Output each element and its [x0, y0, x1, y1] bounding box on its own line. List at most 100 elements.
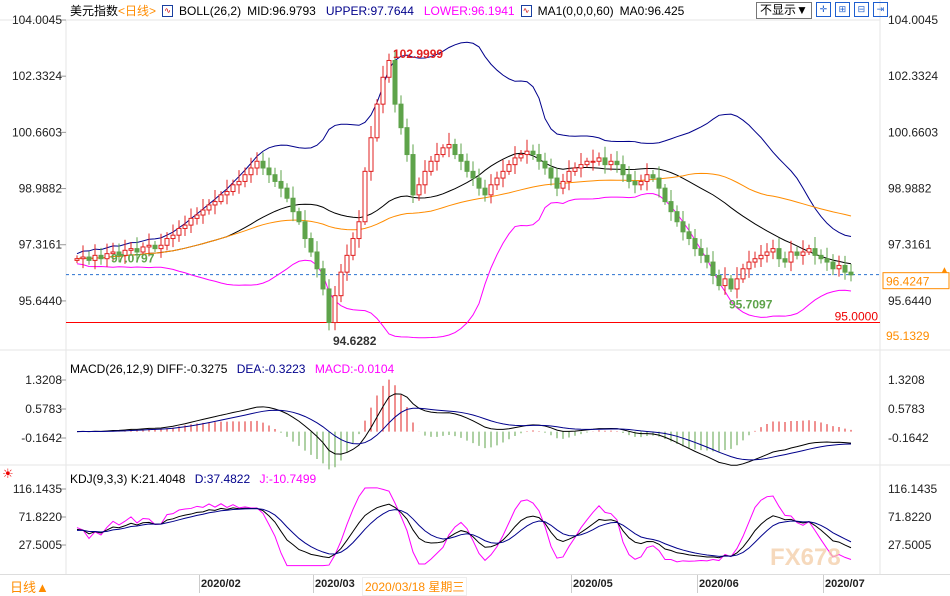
price-axis-label-right: 102.3324 [888, 69, 938, 83]
support-label: 95.0000 [835, 310, 879, 324]
price-axis-label-right: 104.0045 [888, 13, 938, 27]
candle-body [374, 103, 380, 139]
candle-body [338, 271, 344, 297]
boll-mid-line [76, 152, 852, 265]
ma60-line [76, 172, 852, 260]
macd-axis-label-right: 1.3208 [888, 373, 925, 387]
candle-body [584, 160, 590, 166]
kdj-axis-label-right: 71.8220 [888, 510, 932, 524]
candle-body [590, 160, 596, 163]
candle-body [674, 211, 680, 223]
scroll-end-icon[interactable]: ⇥ [872, 2, 888, 17]
price-right-label: 95.1329 [886, 329, 930, 343]
candle-body [110, 251, 116, 255]
zoom-in-icon[interactable]: ⊞ [834, 2, 850, 17]
candle-body [644, 174, 650, 182]
candle-body [188, 217, 194, 226]
macd-diff: DIFF:-0.3275 [156, 362, 228, 376]
period-toggle[interactable]: 日线▲ [10, 580, 49, 595]
candle-body [842, 264, 848, 273]
boll-label: BOLL(26,2) [179, 3, 242, 18]
candle-body [320, 268, 326, 290]
candle-body [740, 268, 746, 280]
candle-body [422, 170, 428, 186]
macd-axis-label-right: 0.5783 [888, 402, 925, 416]
candle-body [290, 197, 296, 213]
macd-label: MACD(26,12,9) [70, 362, 154, 376]
indicator-icon[interactable]: ∿ [520, 4, 532, 17]
last-price-label: 96.4247 [886, 275, 930, 289]
display-select[interactable]: 不显示▼ [756, 2, 812, 19]
candle-body [404, 127, 410, 156]
candle-body [266, 167, 272, 176]
date-label: 2020/02 [201, 578, 241, 590]
candle-body [92, 254, 98, 261]
price-annotation: 94.6282 [333, 334, 377, 348]
candle-body [698, 248, 704, 256]
candle-body [686, 231, 692, 240]
candle-body [362, 170, 368, 223]
kdj-axis-label-left: 27.5005 [19, 538, 63, 552]
settings-sun-icon[interactable]: ☀ [2, 466, 14, 481]
candle-body [638, 180, 644, 186]
candle-body [254, 160, 260, 169]
candle-body [236, 180, 242, 186]
boll-mid: MID:96.9793 [247, 3, 316, 18]
macd-axis-label-left: -0.1642 [21, 431, 62, 445]
fx678-watermark: FX678 [770, 544, 841, 571]
candle-body [848, 271, 854, 276]
ma-label: MA1(0,0,0,60) [537, 3, 614, 18]
candle-body [524, 150, 530, 156]
candle-body [98, 254, 104, 260]
candle-body [758, 254, 764, 260]
kdj-axis-label-right: 27.5005 [888, 538, 932, 552]
price-axis-label-left: 97.3161 [19, 238, 63, 252]
macd-axis-label-left: 1.3208 [25, 373, 62, 387]
symbol-label: 美元指数 [70, 4, 119, 18]
indicator-icon[interactable]: ∿ [162, 4, 174, 17]
kdj-axis-label-left: 116.1435 [13, 482, 62, 496]
price-axis-label-left: 102.3324 [12, 69, 62, 83]
candle-body [782, 258, 788, 263]
candle-body [494, 177, 500, 186]
candle-body [554, 177, 560, 189]
candle-body [278, 180, 284, 189]
crosshair-icon[interactable]: ✛ [815, 2, 831, 17]
candle-body [446, 143, 452, 149]
candle-body [356, 221, 362, 240]
price-axis-label-right: 100.6603 [888, 125, 938, 139]
date-separator [313, 575, 314, 593]
candle-body [602, 157, 608, 166]
price-axis-label-left: 104.0045 [12, 13, 62, 27]
candle-body [620, 164, 626, 176]
candle-body [752, 258, 758, 263]
candle-body [194, 214, 200, 219]
candle-body [218, 194, 224, 203]
candle-body [476, 177, 482, 189]
candle-body [242, 174, 248, 182]
candle-body [626, 174, 632, 182]
candle-body [86, 256, 92, 261]
candle-body [104, 253, 110, 260]
candle-body [806, 248, 812, 253]
candle-body [152, 244, 158, 250]
cursor-date: 2020/03/18 星期三 [362, 577, 468, 596]
candle-body [788, 251, 794, 263]
kdj-axis-label-left: 71.8220 [19, 510, 63, 524]
zoom-out-icon[interactable]: ⊟ [853, 2, 869, 17]
macd-diff-line [76, 393, 852, 466]
candle-body [212, 201, 218, 206]
candle-body [248, 167, 254, 176]
macd-dea-line [76, 407, 852, 461]
price-axis-label-right: 98.9882 [888, 182, 932, 196]
candle-body [722, 278, 728, 287]
candle-body [200, 209, 206, 216]
candle-body [812, 248, 818, 256]
candle-body [488, 184, 494, 196]
candle-body [428, 160, 434, 172]
date-separator [823, 575, 824, 593]
period-label[interactable]: <日线> [118, 4, 157, 18]
date-label: 2020/03 [315, 578, 355, 590]
candle-body [470, 170, 476, 179]
